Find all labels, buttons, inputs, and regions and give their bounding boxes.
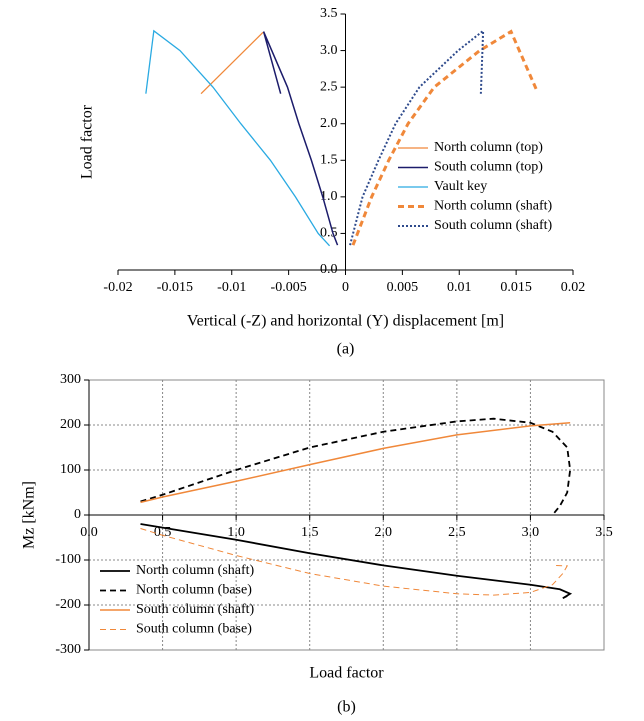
series-line	[145, 29, 331, 247]
series-line	[200, 31, 264, 95]
series-line	[262, 31, 339, 246]
y-tick-label: 1.5	[320, 153, 338, 168]
x-tick-label: 2.0	[375, 525, 393, 540]
caption: (a)	[337, 341, 355, 358]
x-tick-label: 1.5	[301, 525, 319, 540]
x-tick-label: 3.0	[522, 525, 540, 540]
y-axis-label: Load factor	[79, 104, 96, 179]
y-tick-label: 3.5	[320, 6, 338, 21]
y-tick-label: 0	[74, 507, 81, 522]
legend-label: North column (base)	[136, 583, 252, 598]
x-tick-label: 0	[342, 280, 349, 295]
series-line	[140, 422, 571, 504]
x-tick-label: 0.005	[387, 280, 419, 295]
x-tick-label: 0.01	[447, 280, 472, 295]
y-tick-label: 100	[60, 462, 81, 477]
y-tick-label: 2.5	[320, 79, 338, 94]
y-tick-label: 200	[60, 417, 81, 432]
y-tick-label: -200	[55, 597, 81, 612]
legend-label: North column (shaft)	[434, 199, 553, 214]
x-tick-label: 0.02	[561, 280, 586, 295]
x-tick-label: -0.015	[157, 280, 193, 295]
x-axis-label: Load factor	[309, 665, 384, 682]
x-tick-label: -0.005	[271, 280, 307, 295]
legend-label: South column (top)	[434, 160, 543, 175]
legend-label: South column (base)	[136, 622, 252, 637]
series-line	[140, 528, 569, 596]
x-axis-label: Vertical (-Z) and horizontal (Y) displac…	[187, 313, 504, 330]
x-tick-label: 1.0	[227, 525, 245, 540]
x-tick-label: 3.5	[595, 525, 613, 540]
series-line	[349, 28, 485, 246]
legend-label: Vault key	[434, 179, 487, 194]
y-tick-label: 300	[60, 372, 81, 387]
x-tick-label: -0.02	[103, 280, 132, 295]
x-tick-label: -0.01	[217, 280, 246, 295]
y-axis-label: Mz [kNm]	[21, 481, 38, 549]
legend-label: South column (shaft)	[434, 218, 553, 233]
y-tick-label: 0.5	[320, 226, 338, 241]
y-tick-label: 3.0	[320, 43, 338, 58]
caption: (b)	[337, 699, 356, 716]
y-tick-label: -100	[55, 552, 81, 567]
series-line	[351, 29, 538, 246]
legend-label: South column (shaft)	[136, 602, 255, 617]
series-line	[140, 523, 573, 600]
series-line	[140, 417, 572, 516]
y-tick-label: -300	[55, 642, 81, 657]
legend-label: North column (shaft)	[136, 563, 255, 578]
legend-label: North column (top)	[434, 140, 543, 155]
y-tick-label: 2.0	[320, 116, 338, 131]
x-tick-label: 0.015	[500, 280, 532, 295]
x-tick-label: 2.5	[448, 525, 466, 540]
